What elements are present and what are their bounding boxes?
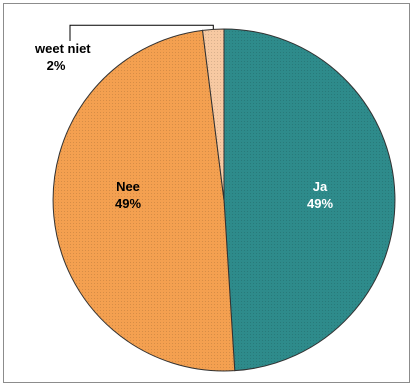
slice-percent-Ja: 49% — [307, 196, 333, 211]
slice-percent-Nee: 49% — [115, 196, 141, 211]
slice-percent-weet-niet: 2% — [47, 58, 66, 73]
chart-frame: Ja 49% Nee 49% weet niet 2% — [3, 3, 410, 383]
pie-slice-texture — [202, 29, 224, 200]
slice-label-Nee: Nee — [116, 179, 140, 194]
slice-label-weet-niet: weet niet — [34, 41, 91, 56]
pie-chart: Ja 49% Nee 49% weet niet 2% — [34, 24, 396, 372]
pie-slice-texture — [53, 30, 235, 371]
slice-label-Ja: Ja — [313, 179, 328, 194]
leader-line-weet-niet — [69, 24, 214, 41]
pie-slice-texture — [224, 29, 395, 371]
